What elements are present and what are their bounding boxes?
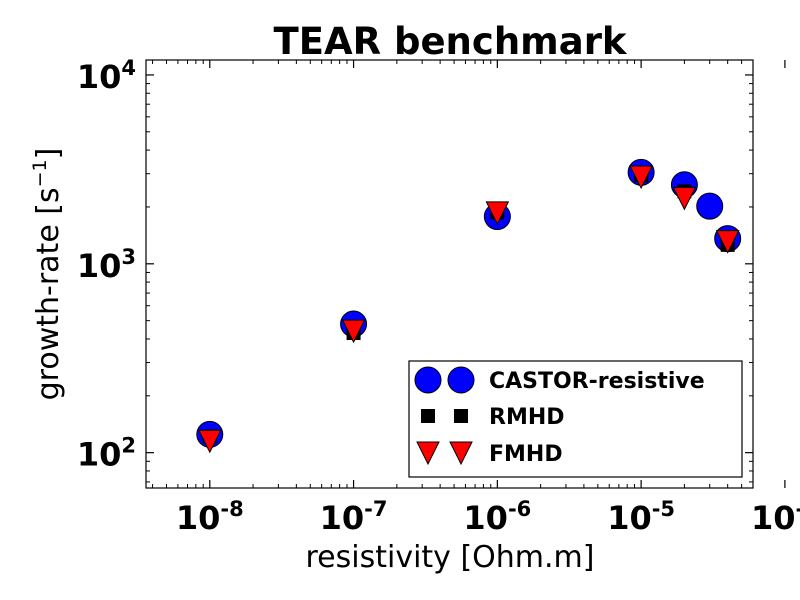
y-tick-label: 103 [77,245,136,285]
y-axis-label-end: ] [31,148,66,160]
y-tick-label: 104 [77,56,136,96]
fmhd-point [629,165,653,190]
x-tick-label: 10-8 [176,497,244,537]
x-tick-label: 10-7 [320,497,388,537]
minor-ticks [146,60,753,488]
legend-marker-rmhd [421,409,435,423]
legend-label-rmhd: RMHD [489,405,565,430]
major-ticks [146,60,786,488]
legend-marker-fmhd [416,441,440,466]
fmhd-point [715,230,740,254]
y-axis-label-sup: −1 [29,159,51,187]
x-tick-labels: 10-8 10-7 10-6 10-5 10-4 [176,497,800,537]
legend-marker-castor [414,366,442,394]
x-axis-label: resistivity [Ohm.m] [306,540,595,575]
data-points [196,158,742,454]
y-axis-label: growth-rate [s−1] [29,148,66,401]
y-tick-label: 102 [77,434,136,474]
castor-point [696,192,724,220]
legend-marker-rmhd [454,409,468,423]
x-tick-label: 10-5 [607,497,675,537]
fmhd-point [485,201,510,226]
legend-marker-fmhd [449,441,473,466]
x-tick-label: 10-6 [463,497,531,537]
legend-markers [414,366,475,466]
plot-frame [145,59,754,489]
y-tick-labels: 102 103 104 [77,56,136,474]
fmhd-point [197,429,222,454]
legend: CASTOR-resistive RMHD FMHD [408,360,743,478]
legend-label-fmhd: FMHD [489,442,563,467]
chart-title: TEAR benchmark [273,20,627,63]
fmhd-point [672,186,697,211]
x-tick-label: 10-4 [751,497,800,537]
fmhd-point [341,319,366,344]
legend-marker-castor [447,366,475,394]
legend-label-castor: CASTOR-resistive [489,369,705,394]
y-axis-label-base: growth-rate [s [31,187,66,400]
